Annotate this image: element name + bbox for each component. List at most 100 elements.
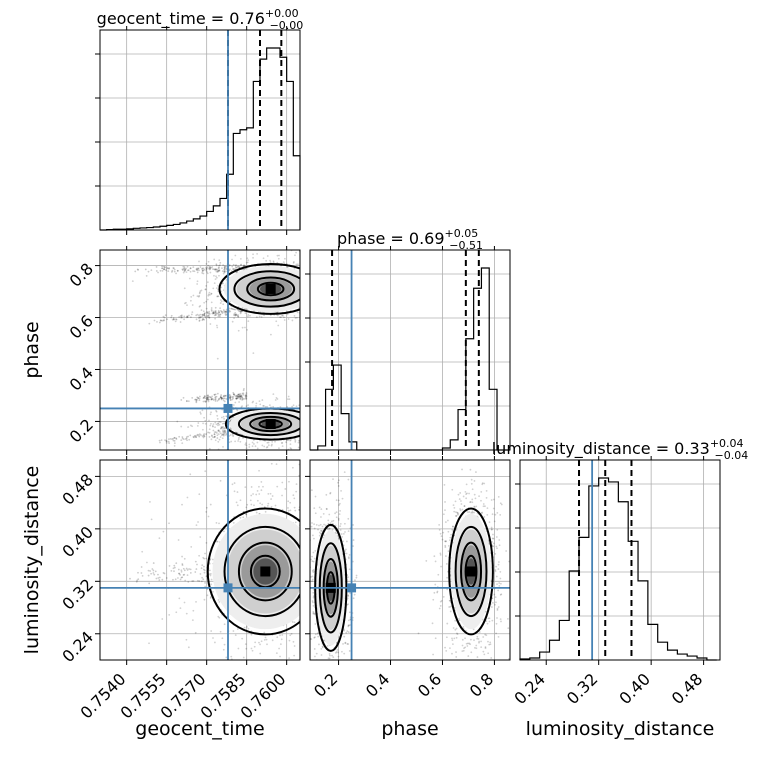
sample-point xyxy=(220,427,223,430)
sample-point xyxy=(220,397,223,400)
sample-point xyxy=(198,397,201,400)
sample-point xyxy=(305,426,307,428)
sample-point xyxy=(214,269,217,271)
sample-point xyxy=(208,431,211,434)
sample-point xyxy=(307,426,309,428)
sample-point xyxy=(191,311,194,314)
sample-point xyxy=(490,499,493,501)
sample-point xyxy=(245,395,248,398)
sample-point xyxy=(315,263,317,265)
sample-point xyxy=(312,423,314,425)
sample-point xyxy=(451,664,453,666)
sample-point xyxy=(321,704,323,706)
sample-point xyxy=(180,569,183,572)
sample-point xyxy=(235,395,237,398)
sample-point xyxy=(481,618,484,621)
sample-point xyxy=(211,397,214,400)
sample-point xyxy=(166,318,169,321)
sample-point xyxy=(225,267,228,270)
sample-point xyxy=(235,313,237,316)
sample-point xyxy=(276,254,279,257)
sample-point xyxy=(239,310,242,313)
sample-point xyxy=(271,440,274,443)
sample-point xyxy=(486,507,489,509)
sample-point xyxy=(183,287,186,290)
sample-point xyxy=(229,395,232,398)
sample-point xyxy=(175,611,178,614)
sample-point xyxy=(203,416,206,419)
sample-point xyxy=(191,425,194,428)
sample-point xyxy=(212,311,215,314)
sample-point xyxy=(213,310,215,313)
sample-point xyxy=(327,519,330,522)
sample-point xyxy=(311,601,314,604)
sample-point xyxy=(332,661,334,663)
sample-point xyxy=(182,396,185,399)
sample-point xyxy=(180,576,183,579)
sample-point xyxy=(214,400,217,402)
sample-point xyxy=(229,434,232,436)
sample-point xyxy=(220,397,223,399)
sample-point xyxy=(499,618,502,621)
sample-point xyxy=(241,396,244,399)
sample-point xyxy=(197,295,200,298)
sample-point xyxy=(221,397,224,400)
sample-point xyxy=(217,615,220,618)
sample-point xyxy=(189,434,192,437)
sample-point xyxy=(230,427,232,430)
sample-point xyxy=(320,418,322,420)
sample-point xyxy=(298,619,300,622)
sample-point xyxy=(341,497,344,500)
sample-point xyxy=(288,398,291,401)
sample-point xyxy=(165,440,168,443)
sample-point xyxy=(446,519,449,522)
sample-point xyxy=(210,422,212,425)
sample-point xyxy=(461,508,464,511)
sample-point xyxy=(337,519,340,521)
sample-point xyxy=(238,401,240,403)
sample-point xyxy=(203,314,206,317)
sample-point xyxy=(321,293,323,295)
sample-point xyxy=(210,266,212,269)
sample-point xyxy=(176,269,179,272)
sample-point xyxy=(335,303,337,305)
sample-point xyxy=(343,664,345,666)
sample-point xyxy=(452,643,454,646)
sample-point xyxy=(215,287,218,290)
sample-point xyxy=(222,399,225,402)
sample-point xyxy=(488,643,491,646)
sample-point xyxy=(473,505,476,508)
sample-point xyxy=(178,435,181,438)
sample-point xyxy=(225,278,228,281)
sample-point xyxy=(313,612,316,615)
sample-point xyxy=(175,272,177,275)
sample-point xyxy=(305,284,307,286)
sample-point xyxy=(263,404,265,407)
sample-point xyxy=(241,397,244,400)
sample-point xyxy=(237,393,240,396)
sample-point xyxy=(293,654,296,657)
sample-point xyxy=(349,674,351,676)
sample-point xyxy=(239,258,242,260)
sample-point xyxy=(210,578,213,581)
sample-point xyxy=(238,394,241,397)
sample-point xyxy=(203,396,205,399)
sample-point xyxy=(187,581,190,583)
sample-point xyxy=(303,289,305,291)
sample-point xyxy=(447,544,450,547)
sample-point xyxy=(217,430,220,432)
sample-point xyxy=(343,255,345,257)
sample-point xyxy=(305,422,307,424)
sample-point xyxy=(275,652,278,655)
sample-point xyxy=(317,285,319,287)
sample-point xyxy=(508,658,510,660)
sample-point xyxy=(496,547,498,550)
sample-point xyxy=(281,662,283,664)
sample-point xyxy=(186,315,189,318)
sample-point xyxy=(220,310,223,313)
sample-point xyxy=(496,607,499,610)
sample-point xyxy=(217,267,220,270)
sample-point xyxy=(231,265,234,268)
sample-point xyxy=(196,268,199,271)
sample-point xyxy=(319,664,321,666)
